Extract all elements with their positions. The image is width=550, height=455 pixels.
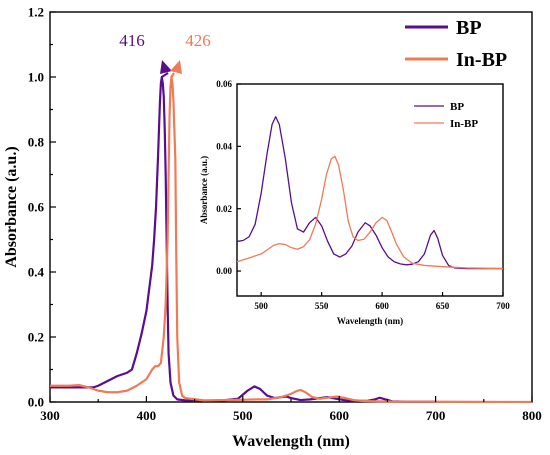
- legend-label-bp: BP: [456, 17, 482, 39]
- peak-arrowhead-416: [160, 60, 172, 74]
- inset-y-tick-label: 0.04: [216, 142, 232, 152]
- series-line-in-bp: [50, 75, 533, 404]
- peak-label-426: 426: [185, 31, 211, 50]
- series-line-bp: [50, 75, 436, 403]
- inset-x-tick-label: 600: [375, 301, 389, 311]
- x-tick-label: 800: [522, 408, 542, 423]
- y-tick-label: 0.0: [28, 395, 44, 410]
- inset-plot-frame: [236, 83, 504, 297]
- inset-series-line-bp: [236, 116, 503, 270]
- legend-label-in-bp: In-BP: [456, 49, 507, 71]
- y-tick-label: 0.6: [28, 200, 45, 215]
- y-tick-label: 1.0: [28, 70, 44, 85]
- y-tick-label: 0.4: [28, 265, 45, 280]
- inset-x-tick-label: 500: [254, 301, 268, 311]
- x-tick-label: 300: [40, 408, 60, 423]
- inset-x-axis-title: Wavelength (nm): [337, 316, 403, 326]
- x-tick-label: 500: [233, 408, 253, 423]
- inset-legend-label-bp: BP: [450, 101, 464, 113]
- peak-arrow-426: [170, 72, 175, 78]
- inset-x-tick-label: 700: [496, 301, 510, 311]
- inset-chart: 500 550 600 650 700 0.00 0.02 0.04 0.06 Wavelengt…: [199, 79, 510, 326]
- main-chart: 300 400 500 600 700 800 0.0 0.2 0.4 0.6 0.8 1.0 1.2 W…: [3, 5, 542, 450]
- x-tick-label: 600: [329, 408, 349, 423]
- inset-legend-label-in-bp: In-BP: [450, 118, 478, 130]
- inset-x-tick-label: 650: [436, 301, 450, 311]
- y-tick-label: 0.2: [28, 330, 44, 345]
- x-axis-title: Wavelength (nm): [232, 433, 350, 450]
- inset-x-tick-label: 550: [315, 301, 329, 311]
- x-tick-label: 400: [137, 408, 157, 423]
- peak-arrow-416: [161, 72, 169, 78]
- inset-y-tick-label: 0.02: [216, 204, 232, 214]
- inset-y-tick-label: 0.00: [216, 266, 232, 276]
- y-axis-title: Absorbance (a.u.): [3, 146, 20, 267]
- y-tick-label: 1.2: [28, 5, 44, 20]
- y-tick-label: 0.8: [28, 135, 45, 150]
- peak-annotations: 416 426: [119, 31, 211, 78]
- inset-series-line-in-bp: [236, 155, 504, 270]
- main-legend: BP In-BP: [405, 17, 507, 71]
- x-tick-label: 700: [426, 408, 446, 423]
- inset-y-tick-label: 0.06: [216, 79, 232, 89]
- peak-arrowhead-426: [170, 60, 182, 74]
- peak-label-416: 416: [119, 31, 145, 50]
- inset-y-axis-title: Absorbance (a.u.): [199, 156, 209, 224]
